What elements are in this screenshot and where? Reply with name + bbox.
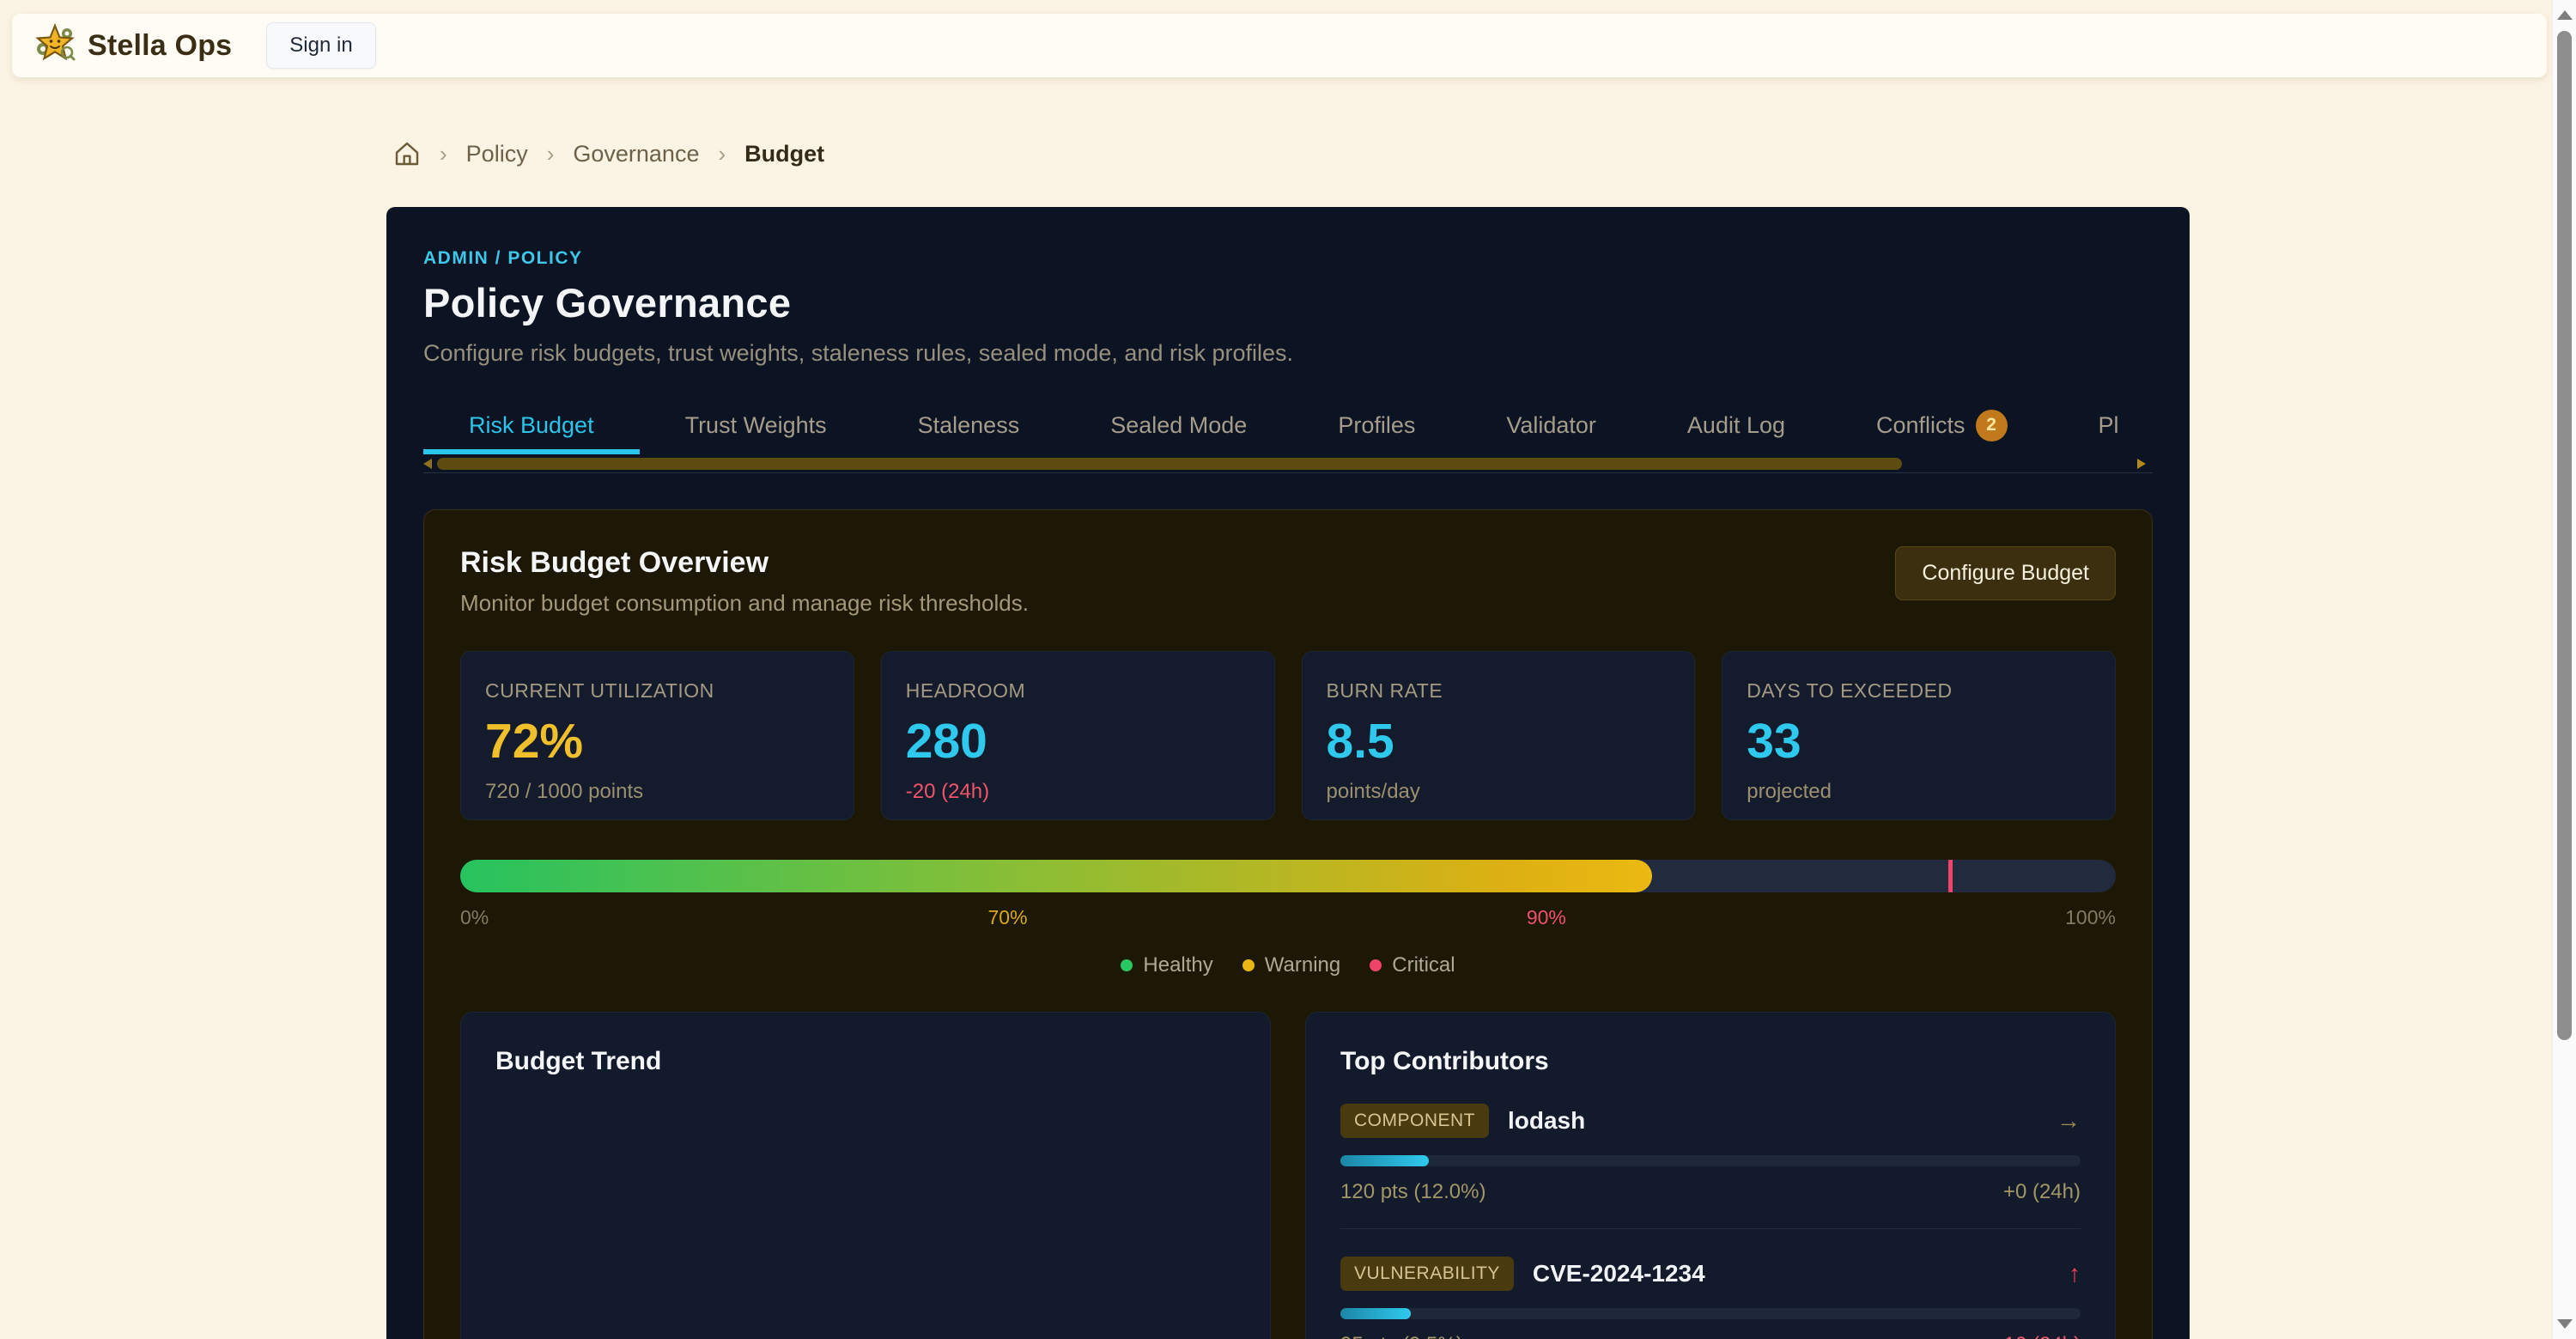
conflicts-count-badge: 2 [1975, 409, 2008, 441]
scroll-up-icon[interactable] [2556, 10, 2573, 20]
brand: Stella Ops [34, 22, 233, 69]
overview-title: Risk Budget Overview [460, 546, 769, 579]
contributor-row-lodash[interactable]: COMPONENT lodash → 120 pts (12.0%) +0 (2… [1340, 1104, 2081, 1229]
tabs-scroll-right-icon[interactable] [2137, 459, 2146, 469]
utilization-value: 72% [485, 714, 584, 769]
breadcrumb-budget: Budget [744, 140, 825, 167]
budget-trend-chart [495, 1162, 1236, 1339]
metric-tiles: CURRENT UTILIZATION 72% 720 / 1000 point… [460, 651, 2116, 820]
metric-current-utilization: CURRENT UTILIZATION 72% 720 / 1000 point… [460, 651, 854, 820]
warning-dot-icon [1242, 959, 1255, 971]
utilization-fill [460, 860, 1653, 892]
overview-subtitle: Monitor budget consumption and manage ri… [460, 590, 1029, 616]
days-to-exceeded-value: 33 [1747, 714, 1801, 769]
tab-validator[interactable]: Validator [1506, 411, 1596, 438]
budget-trend-card: Budget Trend 12/1 12/8 12/15 12/22 12/29 [460, 1012, 1271, 1339]
breadcrumb: › Policy › Governance › Budget [393, 140, 824, 167]
risk-budget-overview-card: Risk Budget Overview Monitor budget cons… [423, 509, 2153, 1339]
stella-ops-logo-icon [34, 22, 76, 69]
scrollbar-thumb[interactable] [2557, 31, 2572, 1040]
metric-days-to-exceeded: DAYS TO EXCEEDED 33 projected [1722, 651, 2116, 820]
trend-flat-arrow-icon: → [2057, 1107, 2081, 1134]
tab-risk-budget[interactable]: Risk Budget [423, 401, 640, 454]
tabs-scrollbar-thumb[interactable] [437, 458, 1902, 470]
contribution-bar [1340, 1308, 2081, 1319]
top-bar: Stella Ops Sign in [12, 14, 2547, 77]
tab-conflicts[interactable]: Conflicts 2 [1831, 401, 2053, 454]
contributor-row-cve[interactable]: VULNERABILITY CVE-2024-1234 ↑ 95 pts (9.… [1340, 1257, 2081, 1339]
breadcrumb-governance[interactable]: Governance [573, 140, 700, 167]
brand-name: Stella Ops [88, 28, 233, 62]
browser-scrollbar[interactable] [2552, 0, 2576, 1339]
type-badge: VULNERABILITY [1340, 1257, 1514, 1291]
configure-budget-button[interactable]: Configure Budget [1895, 546, 2116, 600]
status-legend: Healthy Warning Critical [460, 953, 2116, 977]
metric-headroom: HEADROOM 280 -20 (24h) [880, 651, 1275, 820]
breadcrumb-separator: › [440, 140, 447, 167]
breadcrumb-policy[interactable]: Policy [465, 140, 528, 167]
metric-burn-rate: BURN RATE 8.5 points/day [1301, 651, 1696, 820]
critical-dot-icon [1370, 959, 1382, 971]
trend-up-arrow-icon: ↑ [2069, 1260, 2081, 1287]
burn-rate-value: 8.5 [1326, 714, 1394, 769]
tab-staleness[interactable]: Staleness [917, 411, 1020, 438]
page-subtitle: Configure risk budgets, trust weights, s… [423, 340, 1293, 366]
type-badge: COMPONENT [1340, 1104, 1489, 1138]
contribution-bar [1340, 1155, 2081, 1166]
tab-profiles[interactable]: Profiles [1338, 411, 1416, 438]
tab-audit-log[interactable]: Audit Log [1686, 411, 1786, 438]
tabs-scroll-left-icon[interactable] [423, 459, 432, 469]
page-title: Policy Governance [423, 280, 792, 326]
top-contributors-card: Top Contributors COMPONENT lodash → 120 … [1305, 1012, 2116, 1339]
utilization-progress-bar [460, 860, 2116, 892]
home-icon[interactable] [393, 140, 421, 167]
breadcrumb-separator: › [546, 140, 555, 167]
sign-in-button[interactable]: Sign in [266, 22, 376, 69]
policy-governance-panel: ADMIN / POLICY Policy Governance Configu… [386, 207, 2190, 1339]
scroll-down-icon[interactable] [2556, 1319, 2573, 1329]
threshold-scale: 0% 70% 90% 100% [460, 906, 2116, 928]
section-eyebrow: ADMIN / POLICY [423, 248, 583, 268]
tab-truncated[interactable]: Pl [2098, 411, 2119, 438]
tab-trust-weights[interactable]: Trust Weights [684, 411, 827, 438]
breadcrumb-separator: › [718, 140, 726, 167]
headroom-value: 280 [905, 714, 987, 769]
critical-threshold-tick [1948, 860, 1953, 892]
tab-sealed-mode[interactable]: Sealed Mode [1110, 411, 1248, 438]
top-contributors-title: Top Contributors [1340, 1047, 1549, 1075]
budget-trend-title: Budget Trend [495, 1047, 662, 1075]
tab-bar: Risk Budget Trust Weights Staleness Seal… [423, 401, 2153, 454]
healthy-dot-icon [1121, 959, 1133, 971]
tabs-scrollbar[interactable] [423, 456, 2153, 473]
